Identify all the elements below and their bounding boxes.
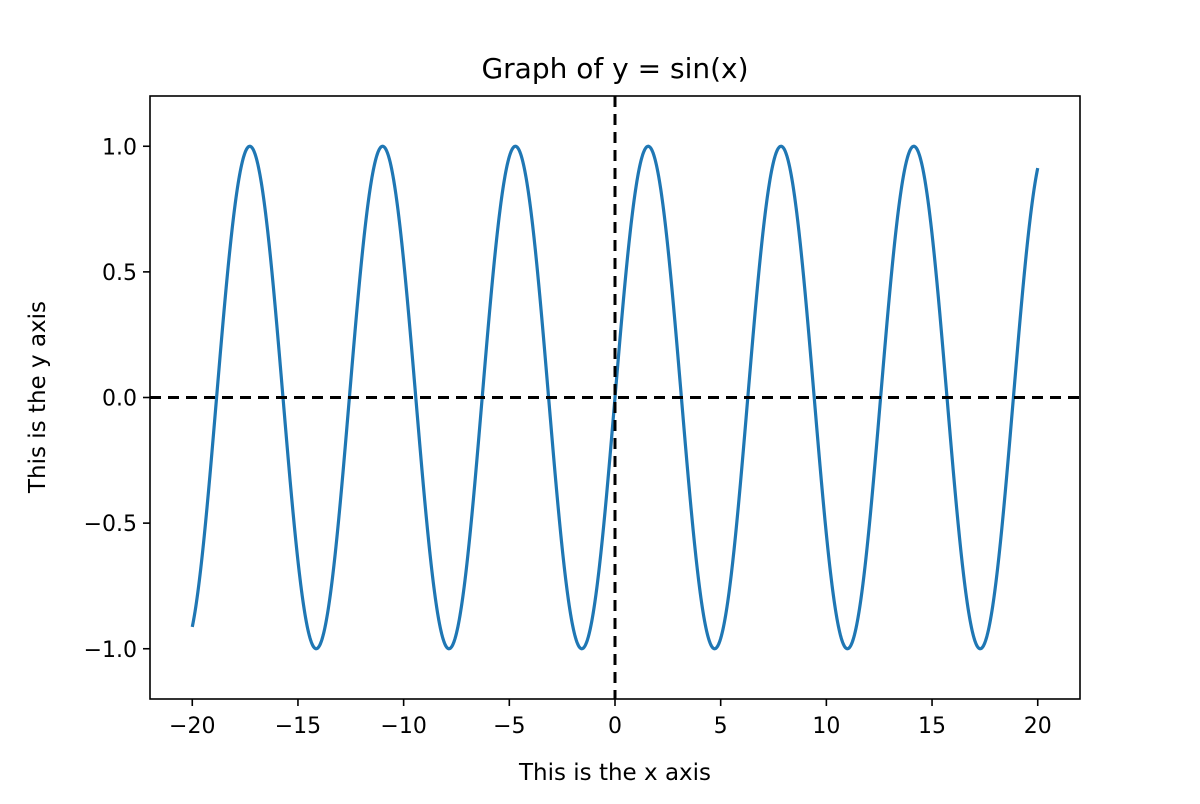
plot-area [150, 96, 1080, 699]
chart-title: Graph of y = sin(x) [481, 52, 748, 85]
y-tick-label: −1.0 [84, 638, 137, 663]
axes: −20 −15 −10 −5 0 5 10 15 20 −1.0 −0.5 0.0 0.5 1.0 [84, 95, 1081, 739]
y-tick-label: 0.0 [102, 387, 137, 412]
x-tick-label: −5 [493, 714, 525, 739]
x-tick-label: 10 [812, 714, 840, 739]
x-axis-label: This is the x axis [518, 760, 711, 786]
x-tick-label: −15 [275, 714, 321, 739]
x-tick-label: 0 [608, 714, 622, 739]
x-tick-label: 5 [714, 714, 728, 739]
y-axis-label: This is the y axis [25, 301, 51, 494]
y-tick-label: 0.5 [102, 261, 137, 286]
x-tick-label: 15 [918, 714, 946, 739]
x-tick-label: −20 [169, 714, 215, 739]
x-tick-label: 20 [1024, 714, 1052, 739]
y-tick-label: 1.0 [102, 135, 137, 160]
plot-content [150, 96, 1080, 699]
series-line-0 [190, 144, 1040, 651]
x-tick-label: −10 [380, 714, 426, 739]
y-tick-label: −0.5 [84, 512, 137, 537]
